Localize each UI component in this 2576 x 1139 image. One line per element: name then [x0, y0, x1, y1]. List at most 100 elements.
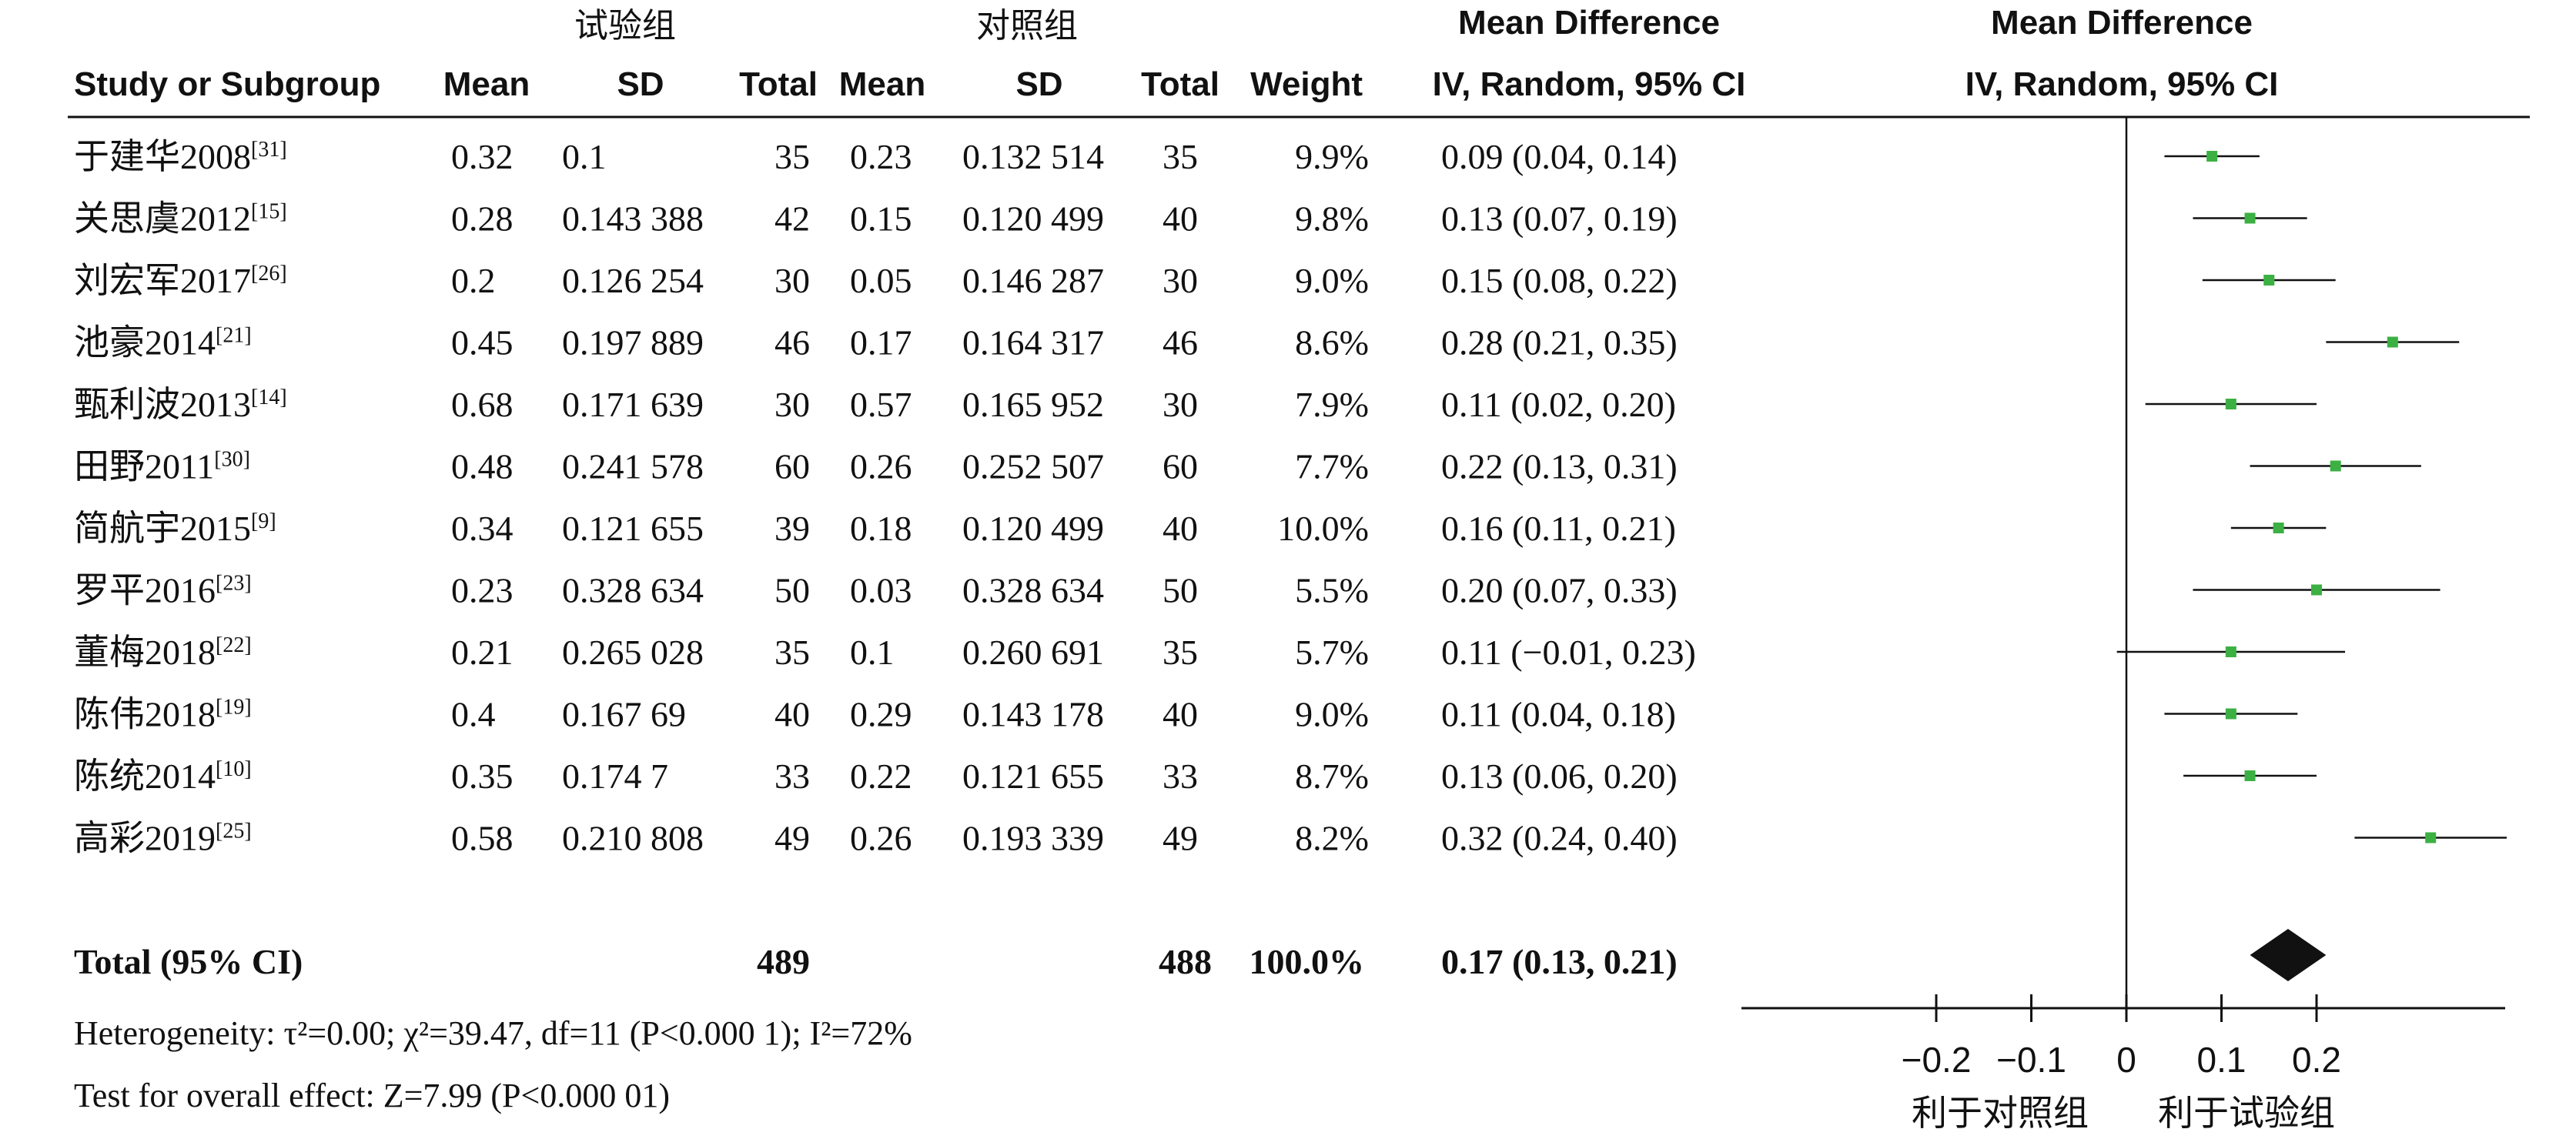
total-weight: 100.0%: [1250, 942, 1365, 981]
study-label: 陈伟2018[19]: [74, 695, 252, 734]
ci-cell: 0.13 (0.07, 0.19): [1441, 199, 1678, 239]
sd2-cell: 0.121 655: [962, 757, 1104, 796]
mean2-cell: 0.26: [850, 819, 912, 858]
total-ci: 0.17 (0.13, 0.21): [1441, 942, 1678, 981]
table-row: 罗平2016[23] 0.23 0.328 634 50 0.03 0.328 634 50…: [74, 571, 1678, 610]
right-favours-label: 利于试验组: [2158, 1092, 2335, 1134]
total-total1: 489: [757, 942, 810, 981]
sd1-cell: 0.265 028: [562, 633, 704, 672]
sd1-cell: 0.174 7: [562, 757, 668, 796]
point-estimate: [2225, 708, 2236, 720]
point-estimate: [2206, 151, 2218, 162]
total1-cell: 49: [774, 819, 810, 858]
total2-cell: 46: [1163, 323, 1198, 362]
sd2-cell: 0.143 178: [962, 695, 1104, 734]
mean1-cell: 0.48: [451, 447, 514, 486]
forest-plot: −0.2 −0.1 0 0.1 0.2: [1741, 117, 2507, 1080]
study-label: 罗平2016[23]: [74, 571, 252, 610]
study-estimate: [2202, 275, 2336, 286]
study-label: 董梅2018[22]: [74, 633, 252, 672]
table-row: 陈统2014[10] 0.35 0.174 7 33 0.22 0.121 655 33 8.…: [74, 757, 1678, 796]
total2-cell: 30: [1163, 385, 1198, 424]
sd2-cell: 0.328 634: [962, 571, 1104, 610]
study-estimate: [2230, 523, 2327, 533]
total2-cell: 50: [1163, 571, 1198, 610]
pooled-diamond: [2250, 929, 2327, 981]
ci-cell: 0.20 (0.07, 0.33): [1441, 571, 1678, 610]
table-row: 董梅2018[22] 0.21 0.265 028 35 0.1 0.260 691 35 5…: [74, 633, 1696, 672]
sd2-cell: 0.164 317: [962, 323, 1104, 362]
study-reference: [10]: [216, 757, 252, 781]
col-mean2-header: Mean: [839, 65, 925, 103]
total2-cell: 30: [1163, 261, 1198, 300]
mean1-cell: 0.35: [451, 757, 514, 796]
table-row: 池豪2014[21] 0.45 0.197 889 46 0.17 0.164 317 46…: [74, 323, 1678, 362]
mean1-cell: 0.68: [451, 385, 514, 424]
total2-cell: 35: [1163, 137, 1198, 176]
col-total2-header: Total: [1141, 65, 1219, 103]
total1-cell: 40: [774, 695, 810, 734]
mean2-cell: 0.29: [850, 695, 912, 734]
weight-cell: 7.7%: [1295, 447, 1369, 486]
mean1-cell: 0.2: [451, 261, 496, 300]
total1-cell: 60: [774, 447, 810, 486]
study-label: 池豪2014[21]: [74, 323, 252, 362]
study-estimate: [2164, 708, 2298, 720]
sd2-cell: 0.120 499: [962, 509, 1104, 548]
point-estimate: [2263, 275, 2275, 286]
col-mean1-header: Mean: [443, 65, 530, 103]
study-rows: 于建华2008[31] 0.32 0.1 35 0.23 0.132 514 35 9.9% 0…: [74, 137, 1696, 858]
table-row: 关思虞2012[15] 0.28 0.143 388 42 0.15 0.120 499 4…: [74, 199, 1678, 239]
ci-cell: 0.22 (0.13, 0.31): [1441, 447, 1678, 486]
weight-cell: 5.5%: [1295, 571, 1369, 610]
study-label: 陈统2014[10]: [74, 757, 252, 796]
col-weight-header: Weight: [1250, 65, 1363, 103]
study-reference: [14]: [251, 386, 287, 409]
total-label: Total (95% CI): [74, 942, 303, 981]
table-row: 田野2011[30] 0.48 0.241 578 60 0.26 0.252 507 60…: [74, 447, 1678, 486]
group2-header: 对照组: [976, 6, 1078, 45]
weight-cell: 9.0%: [1295, 695, 1369, 734]
mean2-cell: 0.57: [850, 385, 912, 424]
mean2-cell: 0.1: [850, 633, 895, 672]
weight-cell: 9.9%: [1295, 137, 1369, 176]
mean1-cell: 0.34: [451, 509, 514, 548]
sd2-cell: 0.193 339: [962, 819, 1104, 858]
total1-cell: 39: [774, 509, 810, 548]
table-row: 陈伟2018[19] 0.4 0.167 69 40 0.29 0.143 178 40 9.…: [74, 695, 1676, 734]
col-sd2-header: SD: [1015, 65, 1062, 103]
study-reference: [30]: [214, 448, 250, 472]
overall-effect-text: Test for overall effect: Z=7.99 (P<0.000…: [74, 1077, 670, 1114]
total-total2: 488: [1159, 942, 1212, 981]
sd1-cell: 0.241 578: [562, 447, 704, 486]
sd1-cell: 0.143 388: [562, 199, 704, 239]
table-row: 甄利波2013[14] 0.68 0.171 639 30 0.57 0.165 952 3…: [74, 385, 1676, 424]
weight-cell: 7.9%: [1295, 385, 1369, 424]
col-sd1-header: SD: [617, 65, 664, 103]
table-row: 于建华2008[31] 0.32 0.1 35 0.23 0.132 514 35 9.9% 0…: [74, 137, 1678, 176]
study-reference: [25]: [216, 820, 252, 843]
col-total1-header: Total: [739, 65, 818, 103]
col-study-header: Study or Subgroup: [74, 65, 380, 103]
mean2-cell: 0.18: [850, 509, 912, 548]
weight-cell: 8.7%: [1295, 757, 1369, 796]
sd1-cell: 0.197 889: [562, 323, 704, 362]
total1-cell: 46: [774, 323, 810, 362]
ci-cell: 0.28 (0.21, 0.35): [1441, 323, 1678, 362]
total2-cell: 49: [1163, 819, 1198, 858]
ci-cell: 0.11 (0.04, 0.18): [1441, 695, 1676, 734]
ci-cell: 0.16 (0.11, 0.21): [1441, 509, 1676, 548]
x-tick-label: −0.2: [1902, 1040, 1972, 1080]
study-reference: [31]: [251, 138, 287, 162]
weight-cell: 9.8%: [1295, 199, 1369, 239]
total2-cell: 40: [1163, 695, 1198, 734]
point-estimate: [2311, 584, 2322, 596]
study-reference: [22]: [216, 633, 252, 657]
sd1-cell: 0.1: [562, 137, 607, 176]
study-label: 关思虞2012[15]: [74, 199, 287, 239]
study-label: 简航宇2015[9]: [74, 509, 276, 548]
mean2-cell: 0.03: [850, 571, 912, 610]
total1-cell: 33: [774, 757, 810, 796]
study-estimate: [2193, 212, 2307, 224]
